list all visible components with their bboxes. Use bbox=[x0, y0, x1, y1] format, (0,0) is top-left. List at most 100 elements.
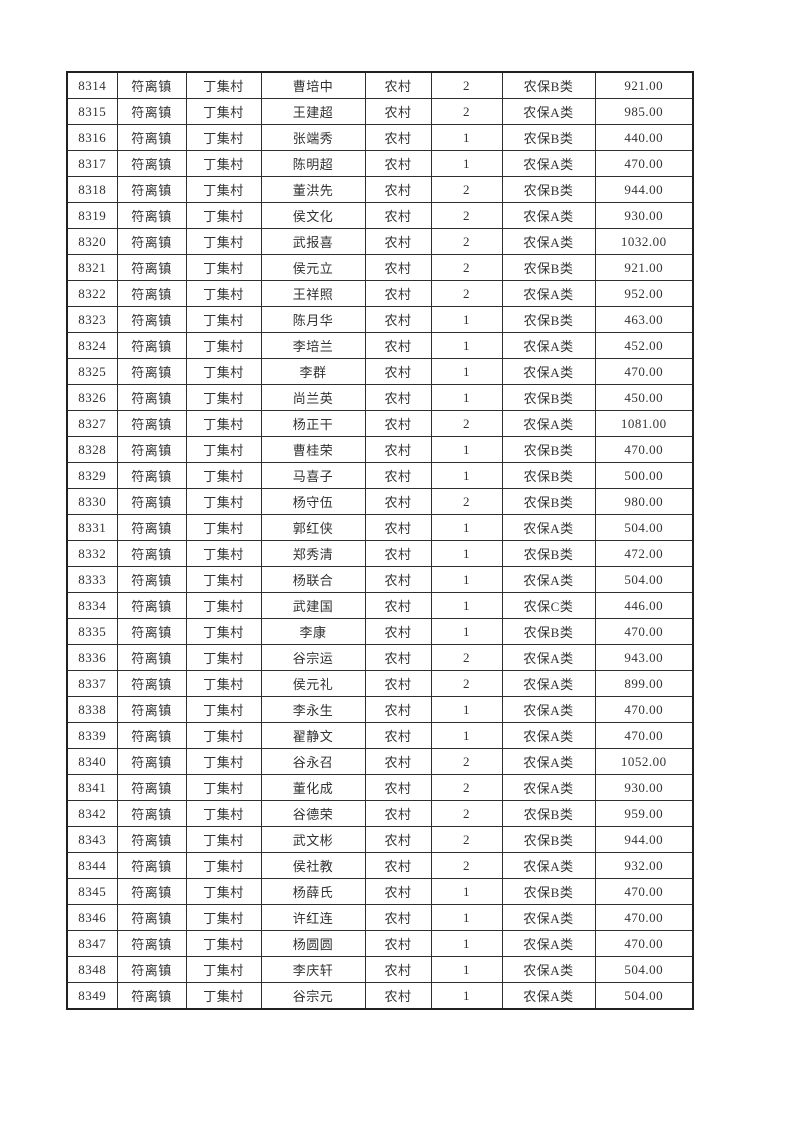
town-cell: 符离镇 bbox=[116, 566, 187, 593]
town-cell: 符离镇 bbox=[116, 228, 187, 255]
residence-category-cell: 农村 bbox=[364, 228, 432, 255]
village-cell: 丁集村 bbox=[185, 332, 262, 359]
person-count-cell: 2 bbox=[430, 202, 503, 229]
serial-cell: 8319 bbox=[66, 202, 118, 229]
person-count-cell: 1 bbox=[430, 722, 503, 749]
person-name-cell: 董洪先 bbox=[260, 176, 366, 203]
person-count-cell: 1 bbox=[430, 462, 503, 489]
person-count-cell: 2 bbox=[430, 228, 503, 255]
serial-cell: 8339 bbox=[66, 722, 118, 749]
village-cell: 丁集村 bbox=[185, 462, 262, 489]
table-row: 8319 符离镇 丁集村 侯文化 农村 2 农保A类 930.00 bbox=[66, 202, 694, 229]
person-count-cell: 1 bbox=[430, 982, 503, 1010]
town-cell: 符离镇 bbox=[116, 358, 187, 385]
village-cell: 丁集村 bbox=[185, 592, 262, 619]
residence-category-cell: 农村 bbox=[364, 644, 432, 671]
village-cell: 丁集村 bbox=[185, 722, 262, 749]
village-cell: 丁集村 bbox=[185, 852, 262, 879]
insurance-type-cell: 农保A类 bbox=[501, 904, 596, 931]
village-cell: 丁集村 bbox=[185, 930, 262, 957]
table-row: 8333 符离镇 丁集村 杨联合 农村 1 农保A类 504.00 bbox=[66, 566, 694, 593]
person-count-cell: 1 bbox=[430, 358, 503, 385]
village-cell: 丁集村 bbox=[185, 670, 262, 697]
amount-cell: 470.00 bbox=[594, 618, 694, 645]
serial-cell: 8330 bbox=[66, 488, 118, 515]
residence-category-cell: 农村 bbox=[364, 774, 432, 801]
amount-cell: 470.00 bbox=[594, 436, 694, 463]
village-cell: 丁集村 bbox=[185, 384, 262, 411]
person-name-cell: 马喜子 bbox=[260, 462, 366, 489]
person-count-cell: 1 bbox=[430, 514, 503, 541]
person-count-cell: 1 bbox=[430, 878, 503, 905]
table-row: 8332 符离镇 丁集村 郑秀清 农村 1 农保B类 472.00 bbox=[66, 540, 694, 567]
insurance-type-cell: 农保A类 bbox=[501, 696, 596, 723]
person-count-cell: 2 bbox=[430, 644, 503, 671]
person-name-cell: 陈月华 bbox=[260, 306, 366, 333]
insurance-type-cell: 农保A类 bbox=[501, 98, 596, 125]
table-row: 8347 符离镇 丁集村 杨圆圆 农村 1 农保A类 470.00 bbox=[66, 930, 694, 957]
table-row: 8346 符离镇 丁集村 许红连 农村 1 农保A类 470.00 bbox=[66, 904, 694, 931]
insurance-type-cell: 农保A类 bbox=[501, 280, 596, 307]
village-cell: 丁集村 bbox=[185, 566, 262, 593]
person-count-cell: 2 bbox=[430, 670, 503, 697]
serial-cell: 8316 bbox=[66, 124, 118, 151]
serial-cell: 8323 bbox=[66, 306, 118, 333]
person-count-cell: 2 bbox=[430, 254, 503, 281]
town-cell: 符离镇 bbox=[116, 670, 187, 697]
table-row: 8322 符离镇 丁集村 王祥照 农村 2 农保A类 952.00 bbox=[66, 280, 694, 307]
town-cell: 符离镇 bbox=[116, 254, 187, 281]
village-cell: 丁集村 bbox=[185, 774, 262, 801]
serial-cell: 8318 bbox=[66, 176, 118, 203]
person-name-cell: 杨联合 bbox=[260, 566, 366, 593]
residence-category-cell: 农村 bbox=[364, 930, 432, 957]
person-name-cell: 董化成 bbox=[260, 774, 366, 801]
insurance-type-cell: 农保C类 bbox=[501, 592, 596, 619]
village-cell: 丁集村 bbox=[185, 228, 262, 255]
person-name-cell: 谷德荣 bbox=[260, 800, 366, 827]
insurance-type-cell: 农保A类 bbox=[501, 228, 596, 255]
person-count-cell: 1 bbox=[430, 618, 503, 645]
village-cell: 丁集村 bbox=[185, 436, 262, 463]
person-count-cell: 2 bbox=[430, 488, 503, 515]
town-cell: 符离镇 bbox=[116, 540, 187, 567]
village-cell: 丁集村 bbox=[185, 748, 262, 775]
serial-cell: 8317 bbox=[66, 150, 118, 177]
person-name-cell: 张端秀 bbox=[260, 124, 366, 151]
person-count-cell: 2 bbox=[430, 852, 503, 879]
amount-cell: 440.00 bbox=[594, 124, 694, 151]
table-row: 8345 符离镇 丁集村 杨薛氏 农村 1 农保B类 470.00 bbox=[66, 878, 694, 905]
person-name-cell: 翟静文 bbox=[260, 722, 366, 749]
serial-cell: 8346 bbox=[66, 904, 118, 931]
town-cell: 符离镇 bbox=[116, 696, 187, 723]
table-row: 8324 符离镇 丁集村 李培兰 农村 1 农保A类 452.00 bbox=[66, 332, 694, 359]
person-name-cell: 武报喜 bbox=[260, 228, 366, 255]
town-cell: 符离镇 bbox=[116, 852, 187, 879]
person-count-cell: 1 bbox=[430, 904, 503, 931]
amount-cell: 1052.00 bbox=[594, 748, 694, 775]
insurance-type-cell: 农保B类 bbox=[501, 540, 596, 567]
table-row: 8336 符离镇 丁集村 谷宗运 农村 2 农保A类 943.00 bbox=[66, 644, 694, 671]
amount-cell: 959.00 bbox=[594, 800, 694, 827]
village-cell: 丁集村 bbox=[185, 696, 262, 723]
town-cell: 符离镇 bbox=[116, 956, 187, 983]
town-cell: 符离镇 bbox=[116, 71, 187, 99]
table-row: 8349 符离镇 丁集村 谷宗元 农村 1 农保A类 504.00 bbox=[66, 982, 694, 1010]
amount-cell: 944.00 bbox=[594, 176, 694, 203]
village-cell: 丁集村 bbox=[185, 644, 262, 671]
amount-cell: 470.00 bbox=[594, 930, 694, 957]
residence-category-cell: 农村 bbox=[364, 124, 432, 151]
town-cell: 符离镇 bbox=[116, 436, 187, 463]
pension-roster-table: 8314 符离镇 丁集村 曹培中 农村 2 农保B类 921.00 8315 符… bbox=[66, 71, 694, 1010]
serial-cell: 8326 bbox=[66, 384, 118, 411]
serial-cell: 8320 bbox=[66, 228, 118, 255]
person-count-cell: 1 bbox=[430, 124, 503, 151]
insurance-type-cell: 农保A类 bbox=[501, 644, 596, 671]
serial-cell: 8335 bbox=[66, 618, 118, 645]
residence-category-cell: 农村 bbox=[364, 696, 432, 723]
residence-category-cell: 农村 bbox=[364, 670, 432, 697]
town-cell: 符离镇 bbox=[116, 462, 187, 489]
residence-category-cell: 农村 bbox=[364, 956, 432, 983]
insurance-type-cell: 农保B类 bbox=[501, 800, 596, 827]
amount-cell: 470.00 bbox=[594, 150, 694, 177]
amount-cell: 899.00 bbox=[594, 670, 694, 697]
